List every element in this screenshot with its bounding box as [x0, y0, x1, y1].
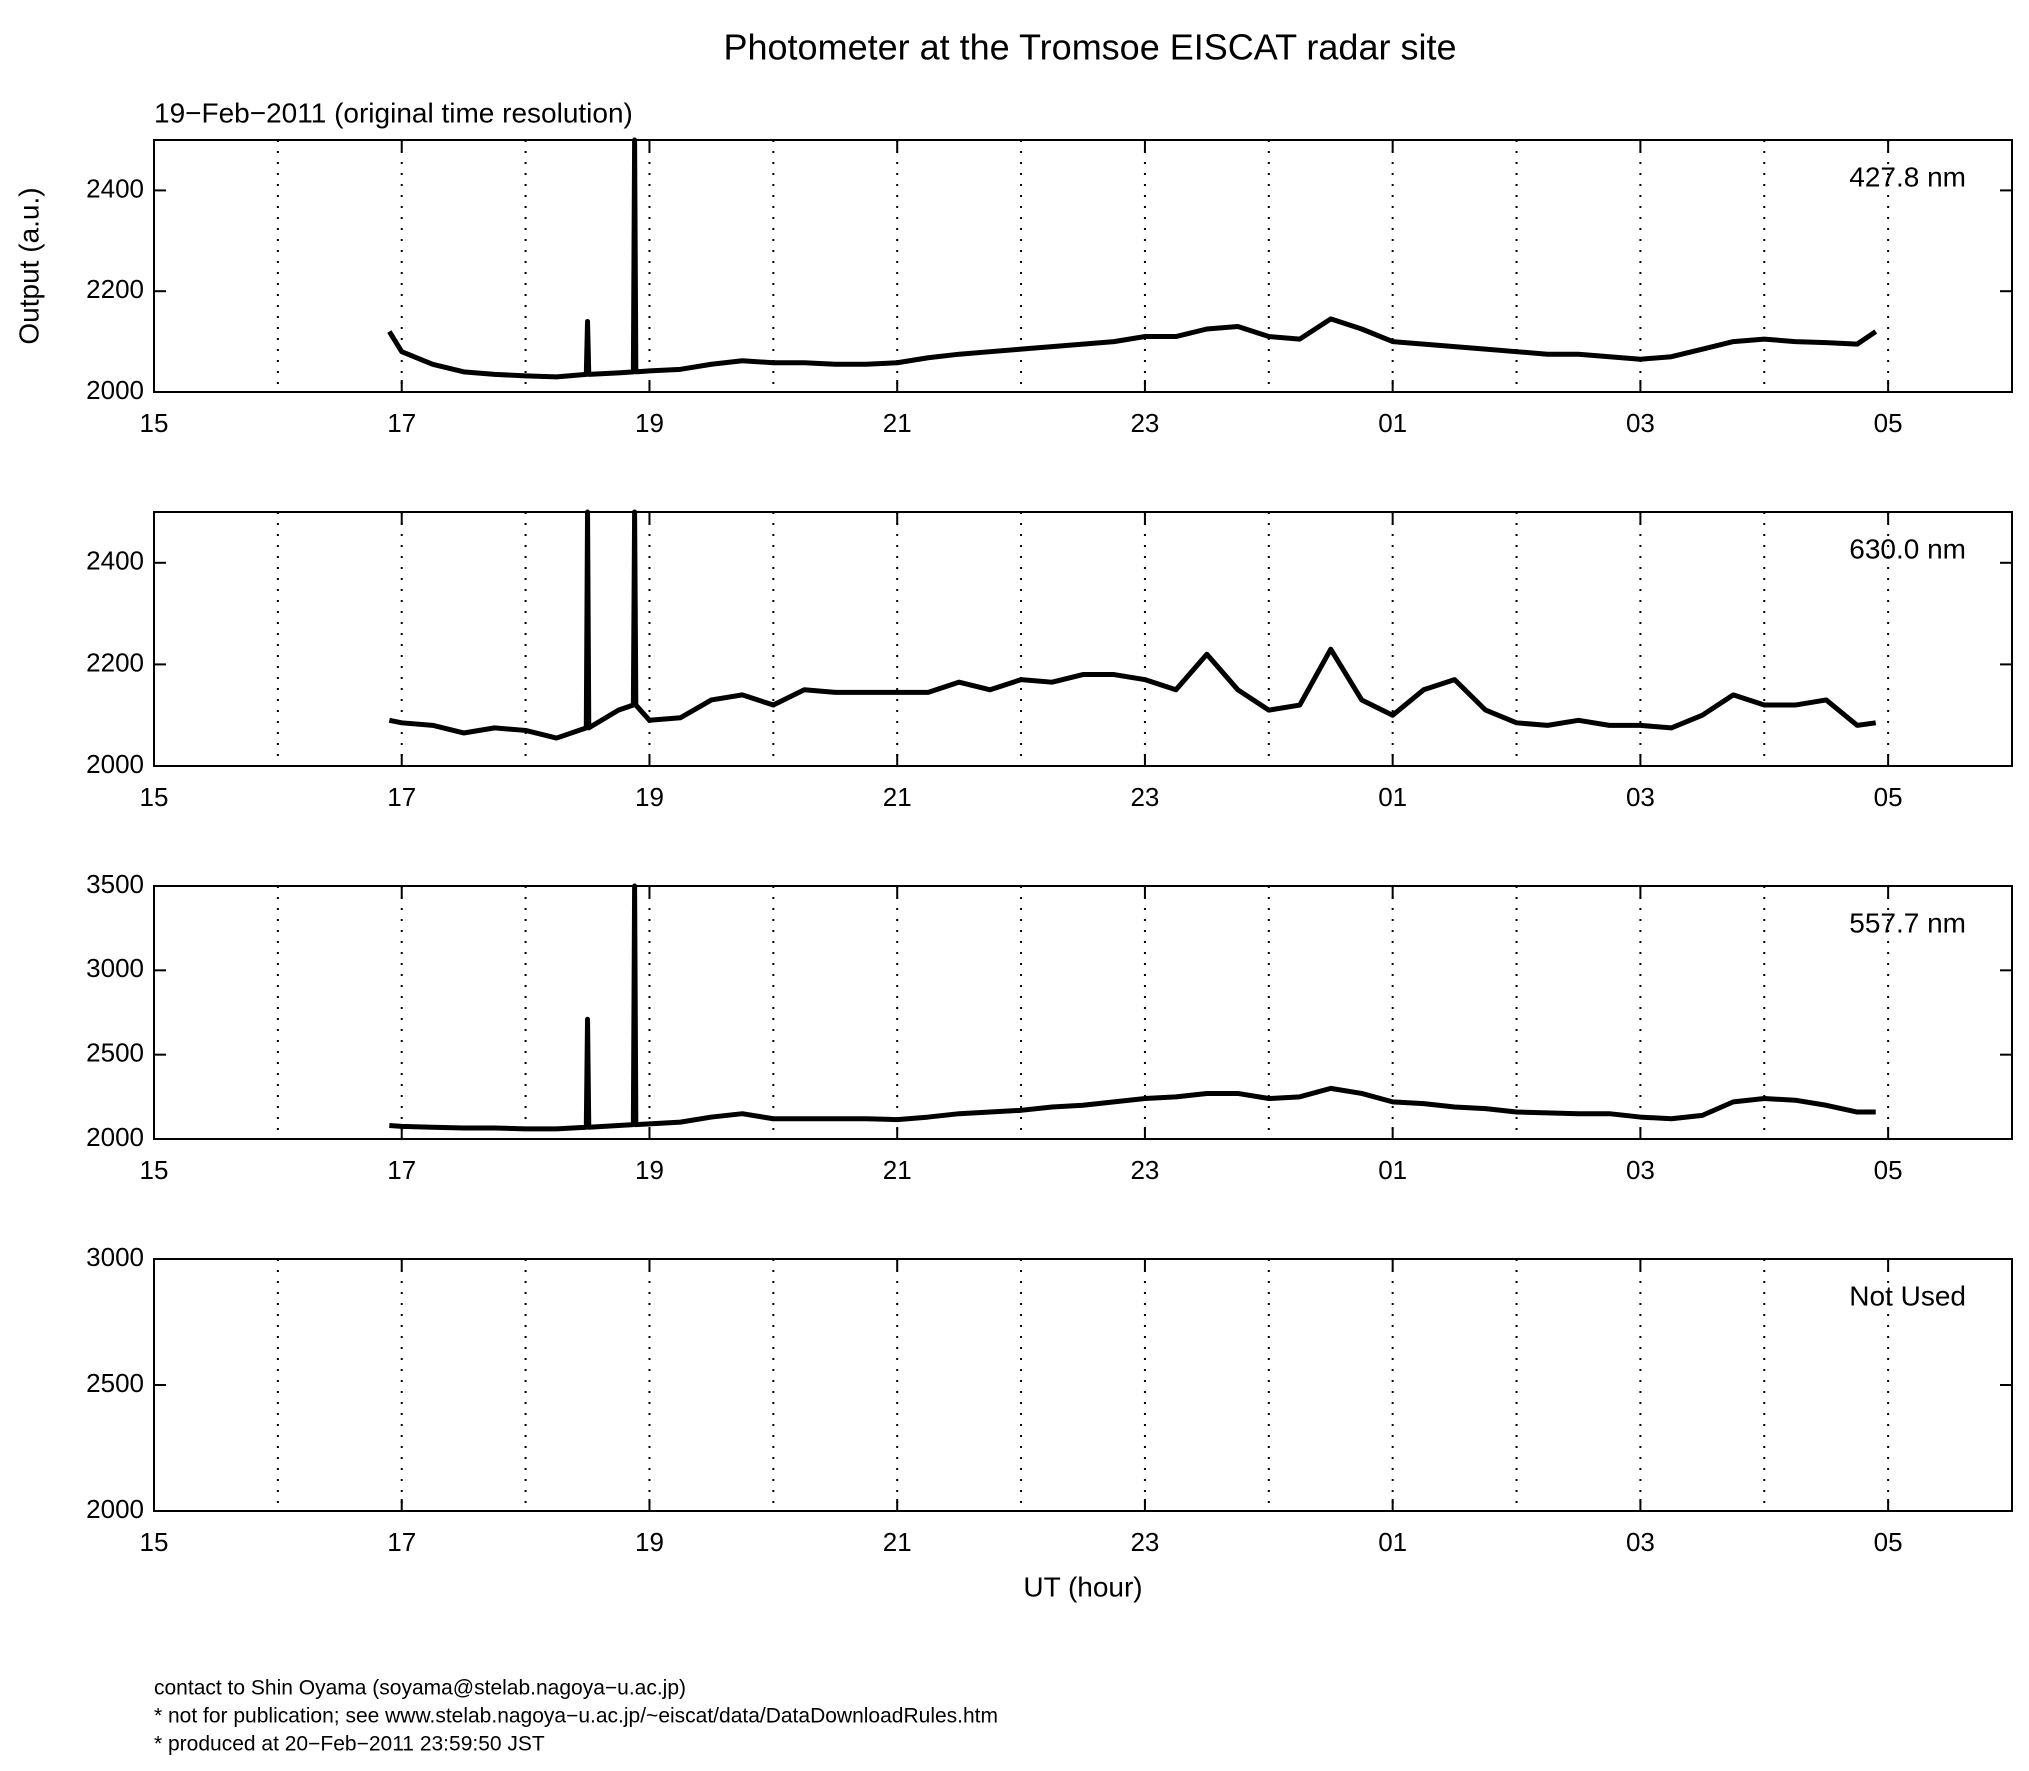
- y-tick-label: 2400: [86, 546, 144, 576]
- footer-line: contact to Shin Oyama (soyama@stelab.nag…: [154, 1677, 686, 1700]
- x-tick-label: 21: [883, 1155, 912, 1185]
- y-tick-label: 2400: [86, 173, 144, 203]
- x-tick-label: 19: [635, 408, 664, 438]
- subtitle: 19−Feb−2011 (original time resolution): [154, 97, 633, 128]
- x-tick-label: 15: [140, 782, 169, 812]
- axes-box: [153, 139, 2013, 393]
- x-tick-label: 23: [1130, 782, 1159, 812]
- y-axis-label: Output (a.u.): [13, 187, 44, 344]
- axes-box: [153, 511, 2013, 767]
- y-tick-label: 2500: [86, 1038, 144, 1068]
- x-tick-label: 17: [387, 1155, 416, 1185]
- y-tick-label: 2000: [86, 1122, 144, 1152]
- axes-box: [153, 885, 2013, 1140]
- x-tick-label: 15: [140, 1527, 169, 1557]
- y-tick-label: 2200: [86, 647, 144, 677]
- footer-line: * produced at 20−Feb−2011 23:59:50 JST: [154, 1733, 545, 1756]
- x-tick-label: 15: [140, 1155, 169, 1185]
- x-tick-label: 01: [1378, 782, 1407, 812]
- footer-line: * not for publication; see www.stelab.na…: [154, 1705, 998, 1728]
- figure-title: Photometer at the Tromsoe EISCAT radar s…: [724, 27, 1457, 68]
- x-tick-label: 17: [387, 408, 416, 438]
- x-tick-label: 21: [883, 782, 912, 812]
- x-axis-label: UT (hour): [1023, 1571, 1142, 1602]
- panel-label: 557.7 nm: [1849, 907, 1966, 938]
- x-tick-label: 15: [140, 408, 169, 438]
- axes-box: [153, 1258, 2013, 1512]
- x-tick-label: 21: [883, 1527, 912, 1557]
- x-tick-label: 01: [1378, 1155, 1407, 1185]
- x-tick-label: 19: [635, 1527, 664, 1557]
- x-tick-label: 23: [1130, 1155, 1159, 1185]
- x-tick-label: 01: [1378, 408, 1407, 438]
- y-tick-label: 2500: [86, 1368, 144, 1398]
- y-tick-label: 2000: [86, 375, 144, 405]
- x-tick-label: 17: [387, 782, 416, 812]
- y-tick-label: 2200: [86, 274, 144, 304]
- data-line: [389, 883, 1876, 1132]
- x-tick-label: 19: [635, 782, 664, 812]
- x-tick-label: 05: [1874, 782, 1903, 812]
- x-tick-label: 01: [1378, 1527, 1407, 1557]
- y-tick-label: 3000: [86, 953, 144, 983]
- panel-label: 427.8 nm: [1849, 161, 1966, 192]
- x-tick-label: 23: [1130, 1527, 1159, 1557]
- x-tick-label: 17: [387, 1527, 416, 1557]
- panel-label: 630.0 nm: [1849, 533, 1966, 564]
- x-tick-label: 03: [1626, 1527, 1655, 1557]
- x-tick-label: 03: [1626, 1155, 1655, 1185]
- x-tick-label: 05: [1874, 1155, 1903, 1185]
- x-tick-label: 19: [635, 1155, 664, 1185]
- data-line: [388, 509, 1877, 741]
- x-tick-label: 03: [1626, 782, 1655, 812]
- panel-label: Not Used: [1849, 1280, 1966, 1311]
- x-tick-label: 05: [1874, 408, 1903, 438]
- y-tick-label: 3000: [86, 1242, 144, 1272]
- x-tick-label: 03: [1626, 408, 1655, 438]
- x-tick-label: 21: [883, 408, 912, 438]
- x-tick-label: 05: [1874, 1527, 1903, 1557]
- y-tick-label: 2000: [86, 749, 144, 779]
- x-tick-label: 23: [1130, 408, 1159, 438]
- y-tick-label: 3500: [86, 869, 144, 899]
- data-line: [387, 137, 1878, 380]
- y-tick-label: 2000: [86, 1494, 144, 1524]
